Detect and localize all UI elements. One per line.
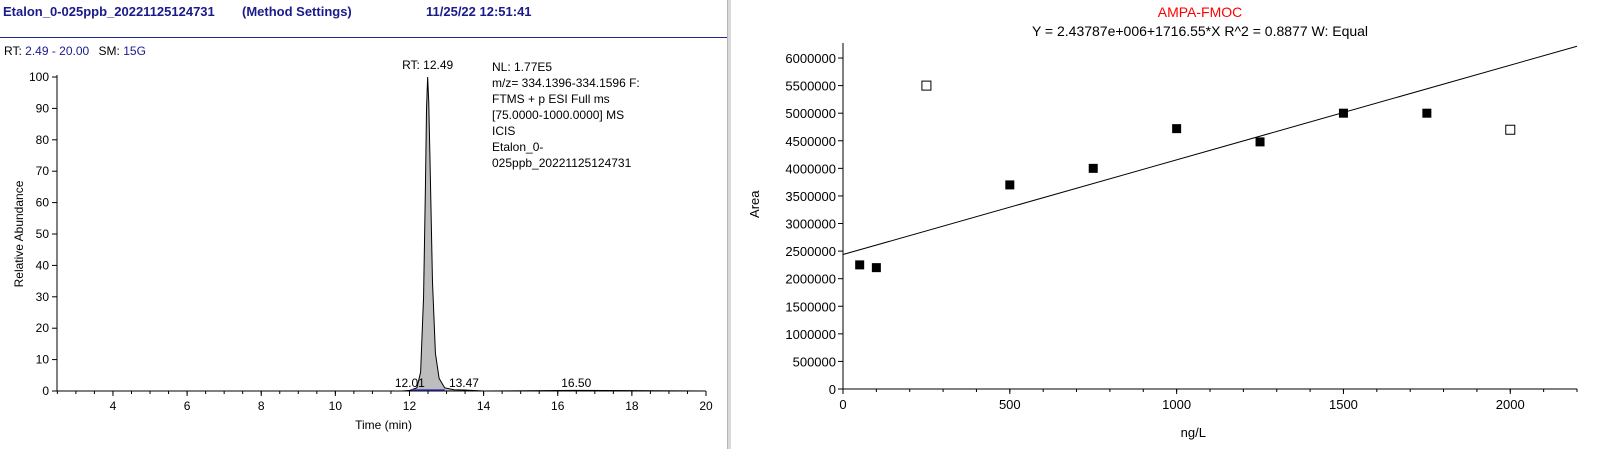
y-tick-label: 0 [829, 382, 836, 397]
x-tick-label: 12 [403, 399, 417, 413]
x-axis-title: ng/L [1181, 425, 1206, 440]
regression-equation: Y = 2.43787e+006+1716.55*X R^2 = 0.8877 … [1032, 23, 1368, 39]
calibration-point [1005, 180, 1015, 190]
excluded-point [1505, 124, 1516, 135]
calibration-point [1088, 163, 1098, 173]
y-tick-label: 1000000 [785, 327, 836, 342]
file-name: Etalon_0-025ppb_20221125124731 [3, 4, 215, 19]
chromatogram-chart: 0 10 20 30 40 50 60 70 80 90 100 4 6 8 10 12 14 16 18 20 Tim… [12, 58, 713, 432]
rt-range-label: RT: [4, 44, 22, 58]
calibration-point [871, 263, 881, 273]
acquisition-datetime: 11/25/22 12:51:41 [426, 4, 532, 19]
calibration-point [855, 260, 865, 270]
y-tick-label: 4500000 [785, 134, 836, 149]
x-tick-label: 2000 [1496, 397, 1525, 412]
peak-area [57, 77, 706, 391]
y-tick-label: 5000000 [785, 106, 836, 121]
x-tick-label: 16 [551, 399, 565, 413]
y-tick-label: 3000000 [785, 217, 836, 232]
info-line: NL: 1.77E5 [492, 60, 552, 74]
y-tick-label: 80 [36, 133, 50, 147]
y-tick-label: 3500000 [785, 189, 836, 204]
y-tick-label: 0 [42, 384, 49, 398]
x-tick-label: 8 [258, 399, 265, 413]
x-tick-label: 14 [477, 399, 491, 413]
info-line: [75.0000-1000.0000] MS [492, 108, 624, 122]
smoothing-label: SM: [98, 44, 120, 58]
y-tick-label: 2000000 [785, 272, 836, 287]
regression-line [842, 45, 1578, 256]
rt-range-value: 2.49 - 20.00 [25, 44, 90, 58]
y-tick-label: 70 [36, 164, 50, 178]
y-tick-label: 1500000 [785, 299, 836, 314]
chromatogram-header: Etalon_0-025ppb_20221125124731 (Method S… [0, 0, 727, 38]
calibration-point [1338, 108, 1348, 118]
y-axis-title: Area [747, 190, 762, 218]
peak-rt-label: RT: 12.49 [402, 58, 453, 72]
y-tick-label: 90 [36, 101, 50, 115]
calibration-title: AMPA-FMOC [1158, 4, 1243, 20]
info-line: ICIS [492, 124, 515, 138]
x-tick-label: 500 [999, 397, 1021, 412]
x-tick-label: 18 [625, 399, 639, 413]
y-tick-label: 10 [36, 353, 50, 367]
y-tick-label: 60 [36, 196, 50, 210]
section-label: (Method Settings) [242, 4, 352, 19]
x-tick-label: 6 [184, 399, 191, 413]
y-tick-label: 2500000 [785, 244, 836, 259]
x-tick-label: 0 [839, 397, 846, 412]
calibration-point [1255, 137, 1265, 147]
y-tick-label: 40 [36, 258, 50, 272]
peak-label: 16.50 [561, 376, 591, 390]
calibration-pane: AMPA-FMOC Y = 2.43787e+006+1716.55*X R^2 … [731, 0, 1612, 449]
x-tick-label: 4 [110, 399, 117, 413]
y-tick-label: 4000000 [785, 161, 836, 176]
chromatogram-pane: Etalon_0-025ppb_20221125124731 (Method S… [0, 0, 727, 449]
peak-label: 13.47 [449, 376, 479, 390]
y-tick-label: 50 [36, 227, 50, 241]
peak-label: 12.01 [395, 376, 425, 390]
y-tick-label: 500000 [793, 354, 836, 369]
info-line: FTMS + p ESI Full ms [492, 92, 610, 106]
calibration-point [1172, 124, 1182, 134]
y-tick-label: 5500000 [785, 79, 836, 94]
x-tick-label: 1000 [1162, 397, 1191, 412]
excluded-point [921, 80, 932, 91]
range-row: RT: 2.49 - 20.00 SM: 15G [4, 44, 146, 58]
calibration-chart: AMPA-FMOC Y = 2.43787e+006+1716.55*X R^2 … [747, 4, 1578, 440]
x-tick-label: 1500 [1329, 397, 1358, 412]
info-line: m/z= 334.1396-334.1596 F: [492, 76, 640, 90]
chromatogram-trace [57, 76, 707, 392]
x-tick-label: 10 [329, 399, 343, 413]
info-line: Etalon_0- [492, 140, 543, 154]
info-line: 025ppb_20221125124731 [492, 156, 632, 170]
calibration-point [1422, 108, 1432, 118]
y-axis-title: Relative Abundance [12, 180, 26, 287]
y-tick-label: 30 [36, 290, 50, 304]
smoothing-value: 15G [123, 44, 146, 58]
pane-divider[interactable] [727, 0, 731, 449]
x-axis-title: Time (min) [355, 418, 412, 432]
y-tick-label: 20 [36, 321, 50, 335]
x-tick-label: 20 [699, 399, 713, 413]
y-tick-label: 100 [29, 70, 49, 84]
y-tick-label: 6000000 [785, 51, 836, 66]
